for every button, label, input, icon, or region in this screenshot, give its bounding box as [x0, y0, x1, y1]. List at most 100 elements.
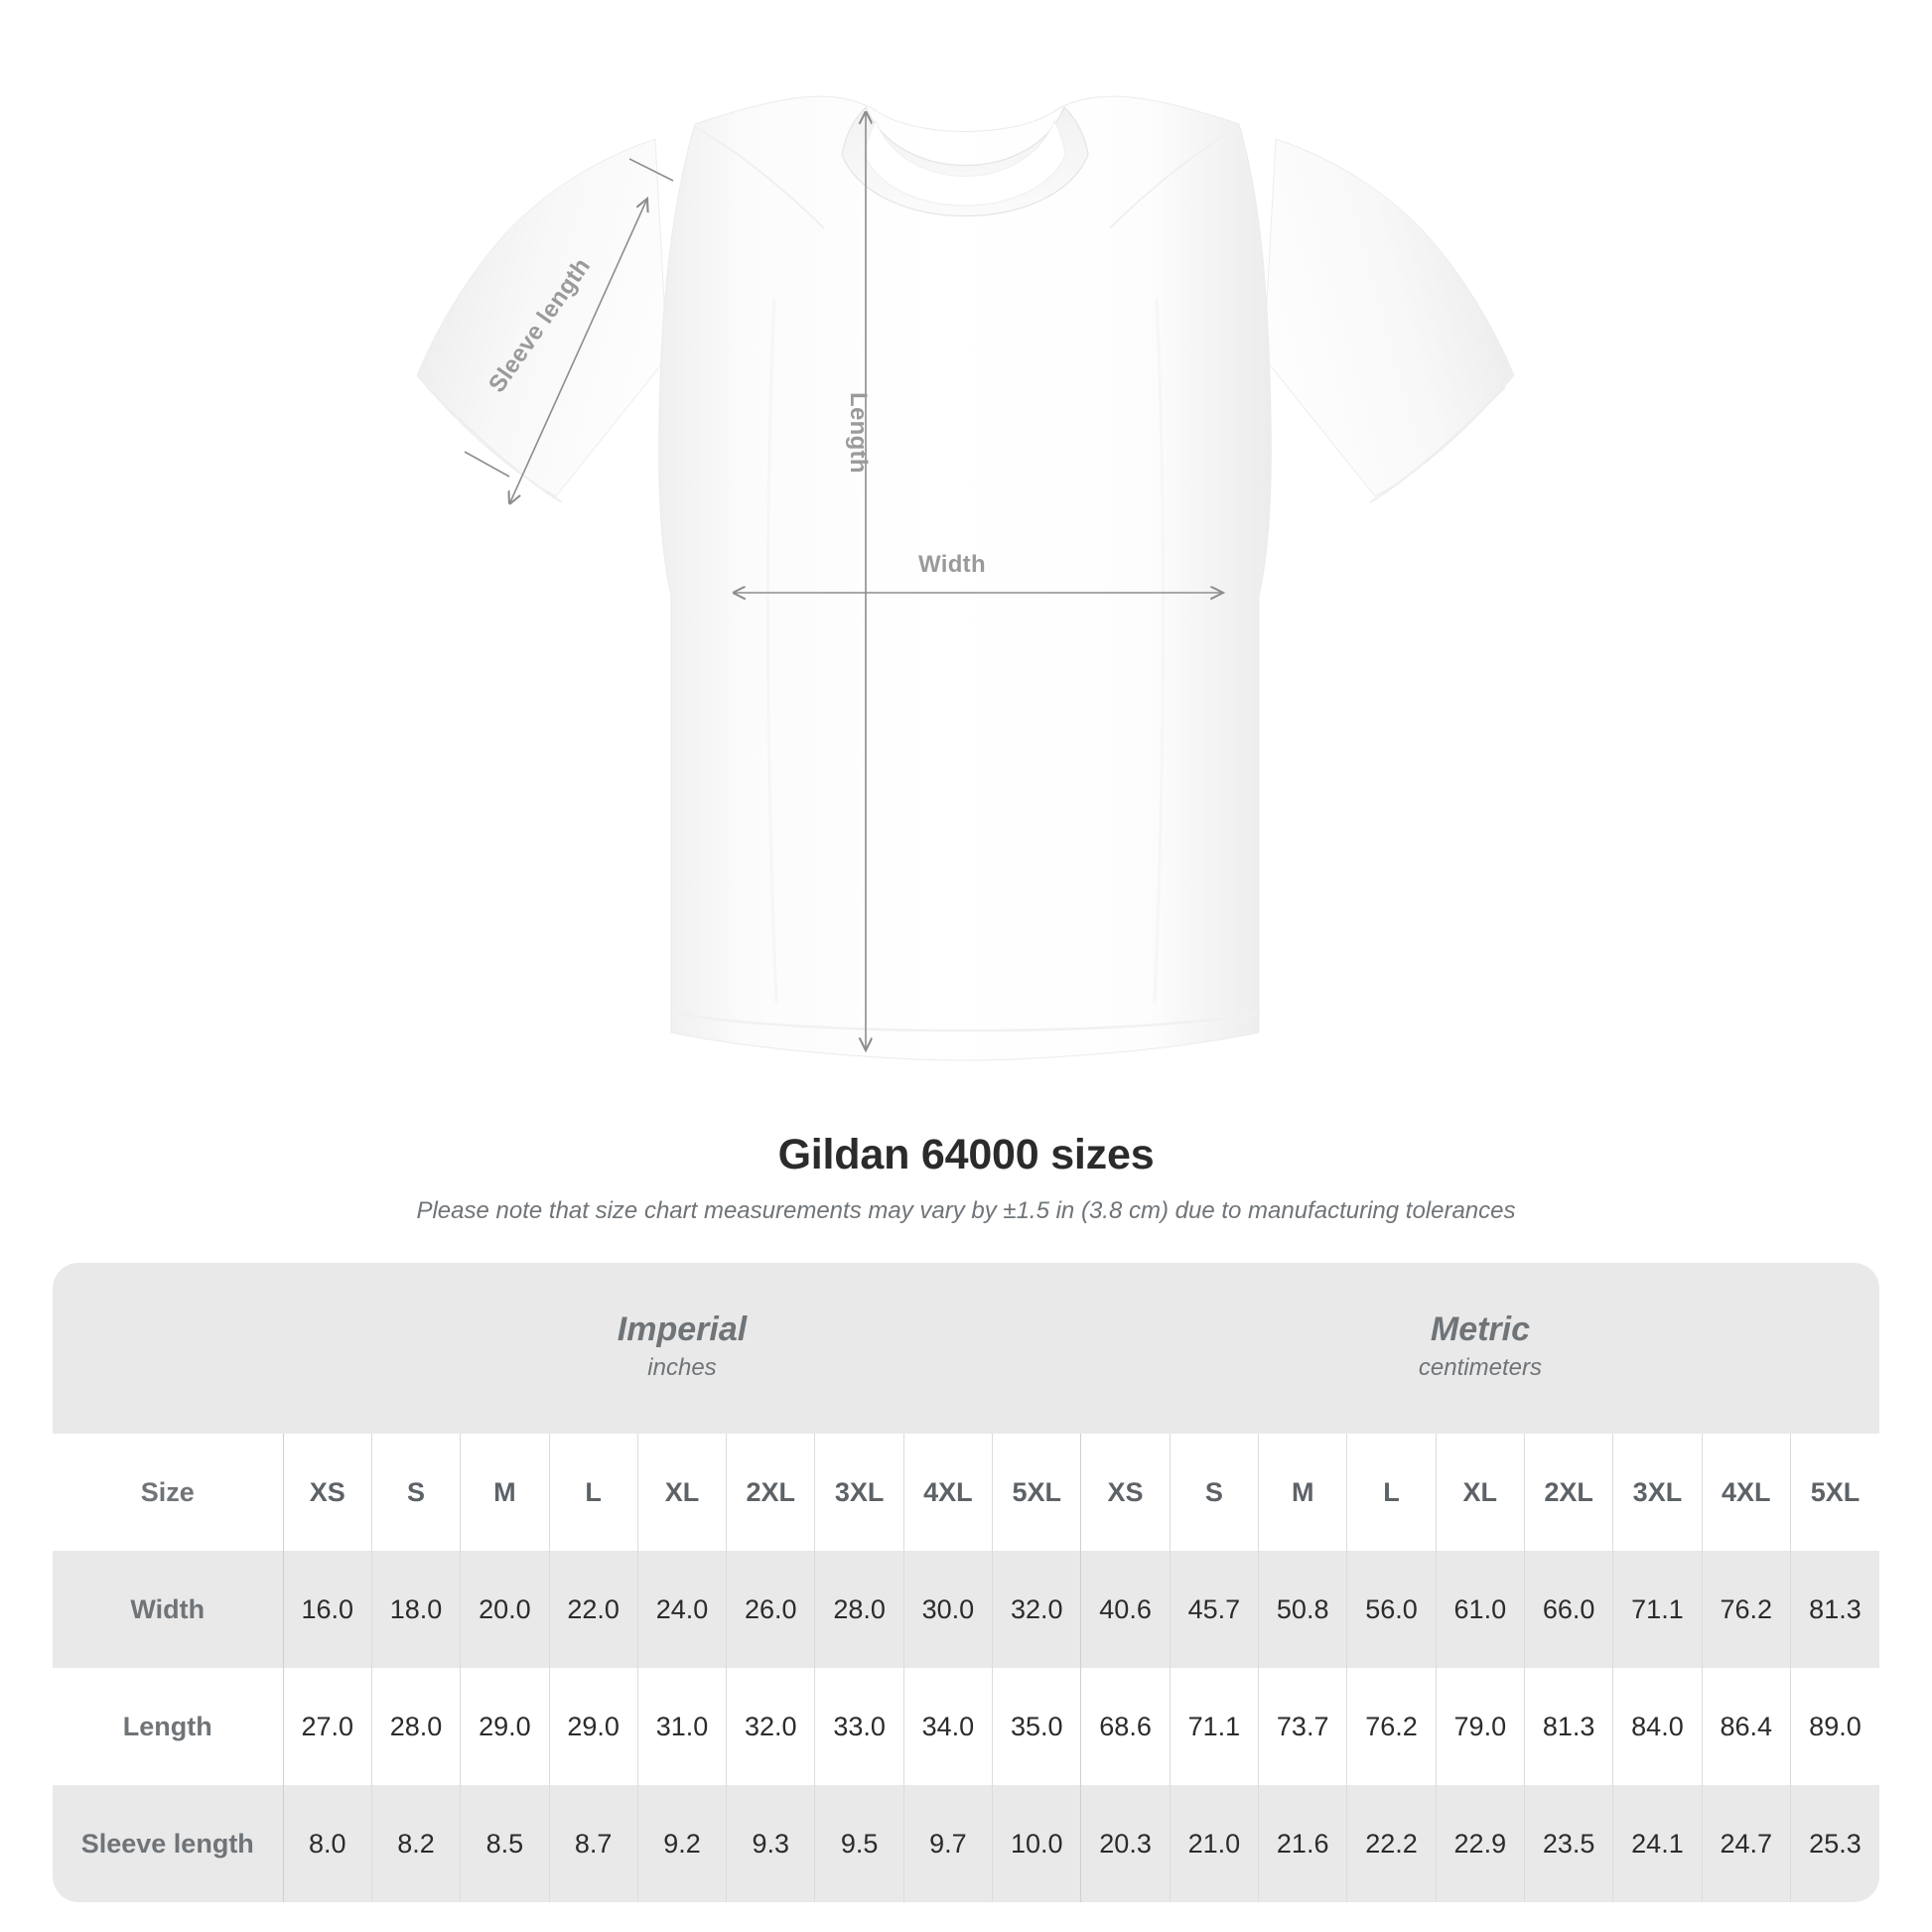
measurement-cell: 22.9: [1435, 1785, 1525, 1902]
measurement-cell: 61.0: [1435, 1551, 1525, 1668]
size-column-header: XS: [1080, 1434, 1171, 1551]
measurement-cell: 16.0: [282, 1551, 372, 1668]
measurement-cell: 71.1: [1169, 1668, 1259, 1785]
measurement-cell: 24.1: [1612, 1785, 1703, 1902]
measurement-cell: 8.2: [370, 1785, 461, 1902]
size-column-header: L: [548, 1434, 638, 1551]
measurement-cell: 89.0: [1789, 1668, 1879, 1785]
metric-group-header: Metric centimeters: [1080, 1263, 1879, 1434]
size-chart-table: Imperial inches Metric centimeters Size …: [53, 1263, 1879, 1902]
size-column-header: 4XL: [1701, 1434, 1791, 1551]
measurement-cell: 9.2: [636, 1785, 727, 1902]
row-label-length: Length: [53, 1668, 284, 1785]
measurement-cell: 45.7: [1169, 1551, 1259, 1668]
measurement-cell: 18.0: [370, 1551, 461, 1668]
measurement-cell: 22.2: [1346, 1785, 1437, 1902]
imperial-group-header: Imperial inches: [283, 1263, 1081, 1434]
measurement-cell: 32.0: [726, 1668, 815, 1785]
measurement-cell: 8.5: [460, 1785, 549, 1902]
row-label-sleeve-length: Sleeve length: [53, 1785, 284, 1902]
size-column-header: S: [370, 1434, 461, 1551]
table-row-sleeve-length: Sleeve length 8.0 8.2 8.5 8.7 9.2 9.3 9.…: [53, 1785, 1879, 1902]
table-corner-cell: [53, 1263, 284, 1434]
size-column-header: M: [1258, 1434, 1347, 1551]
measurement-cell: 81.3: [1789, 1551, 1879, 1668]
size-chart-body: Size XS S M L XL 2XL 3XL 4XL 5XL XS S M …: [53, 1434, 1879, 1902]
measurement-cell: 33.0: [814, 1668, 904, 1785]
measurement-cell: 32.0: [992, 1551, 1081, 1668]
measurement-cell: 35.0: [992, 1668, 1081, 1785]
measurement-cell: 9.3: [726, 1785, 815, 1902]
measurement-cell: 76.2: [1701, 1551, 1791, 1668]
size-column-header: XL: [1435, 1434, 1525, 1551]
measurement-cell: 76.2: [1346, 1668, 1437, 1785]
measurement-cell: 25.3: [1789, 1785, 1879, 1902]
sleeve-tick-bottom: [464, 451, 510, 478]
measurement-cell: 30.0: [902, 1551, 993, 1668]
measurement-cell: 34.0: [902, 1668, 993, 1785]
measurement-cell: 86.4: [1701, 1668, 1791, 1785]
measurement-cell: 23.5: [1523, 1785, 1613, 1902]
measurement-cell: 68.6: [1080, 1668, 1171, 1785]
row-label-width: Width: [53, 1551, 284, 1668]
measurement-cell: 8.0: [282, 1785, 372, 1902]
measurement-cell: 24.7: [1701, 1785, 1791, 1902]
width-dimension-label: Width: [918, 551, 986, 578]
unit-group-header-row: Imperial inches Metric centimeters: [53, 1263, 1879, 1434]
table-row-size: Size XS S M L XL 2XL 3XL 4XL 5XL XS S M …: [53, 1434, 1879, 1551]
measurement-cell: 66.0: [1523, 1551, 1613, 1668]
metric-subtitle: centimeters: [1418, 1353, 1542, 1381]
measurement-cell: 9.5: [814, 1785, 904, 1902]
dimension-guides: [464, 111, 1223, 1050]
size-column-header: XS: [282, 1434, 372, 1551]
row-label-size: Size: [53, 1434, 284, 1551]
measurement-cell: 20.3: [1080, 1785, 1171, 1902]
measurement-cell: 26.0: [726, 1551, 815, 1668]
metric-title: Metric: [1430, 1311, 1531, 1349]
measurement-cell: 27.0: [282, 1668, 372, 1785]
size-column-header: XL: [636, 1434, 727, 1551]
measurement-cell: 24.0: [636, 1551, 727, 1668]
size-column-header: 4XL: [902, 1434, 993, 1551]
measurement-cell: 22.0: [548, 1551, 638, 1668]
measurement-cell: 73.7: [1258, 1668, 1347, 1785]
size-column-header: 2XL: [726, 1434, 815, 1551]
size-column-header: 5XL: [992, 1434, 1081, 1551]
measurement-cell: 40.6: [1080, 1551, 1171, 1668]
measurement-cell: 28.0: [370, 1668, 461, 1785]
measurement-cell: 71.1: [1612, 1551, 1703, 1668]
size-column-header: L: [1346, 1434, 1437, 1551]
measurement-cell: 10.0: [992, 1785, 1081, 1902]
measurement-cell: 84.0: [1612, 1668, 1703, 1785]
measurement-cell: 79.0: [1435, 1668, 1525, 1785]
size-column-header: 2XL: [1523, 1434, 1613, 1551]
measurement-cell: 21.6: [1258, 1785, 1347, 1902]
sleeve-tick-top: [628, 158, 674, 182]
chart-heading-block: Gildan 64000 sizes Please note that size…: [0, 1131, 1932, 1225]
measurement-cell: 29.0: [460, 1668, 549, 1785]
measurement-cell: 28.0: [814, 1551, 904, 1668]
size-column-header: 3XL: [814, 1434, 904, 1551]
measurement-cell: 9.7: [902, 1785, 993, 1902]
measurement-cell: 20.0: [460, 1551, 549, 1668]
size-chart-table-wrapper: Imperial inches Metric centimeters Size …: [53, 1263, 1879, 1902]
measurement-cell: 50.8: [1258, 1551, 1347, 1668]
table-row-length: Length 27.0 28.0 29.0 29.0 31.0 32.0 33.…: [53, 1668, 1879, 1785]
imperial-title: Imperial: [617, 1311, 748, 1349]
size-column-header: S: [1169, 1434, 1259, 1551]
sleeve-length-arrow: [509, 199, 647, 504]
measurement-cell: 31.0: [636, 1668, 727, 1785]
page-title: Gildan 64000 sizes: [777, 1131, 1155, 1178]
product-illustration: Width Length Sleeve length: [416, 95, 1515, 1061]
size-column-header: 5XL: [1789, 1434, 1879, 1551]
tshirt-diagram: [416, 95, 1515, 1061]
tolerance-note: Please note that size chart measurements…: [416, 1197, 1516, 1224]
size-column-header: M: [460, 1434, 549, 1551]
measurement-cell: 8.7: [548, 1785, 638, 1902]
table-row-width: Width 16.0 18.0 20.0 22.0 24.0 26.0 28.0…: [53, 1551, 1879, 1668]
measurement-cell: 81.3: [1523, 1668, 1613, 1785]
measurement-cell: 56.0: [1346, 1551, 1437, 1668]
imperial-subtitle: inches: [647, 1353, 717, 1381]
measurement-cell: 21.0: [1169, 1785, 1259, 1902]
measurement-cell: 29.0: [548, 1668, 638, 1785]
